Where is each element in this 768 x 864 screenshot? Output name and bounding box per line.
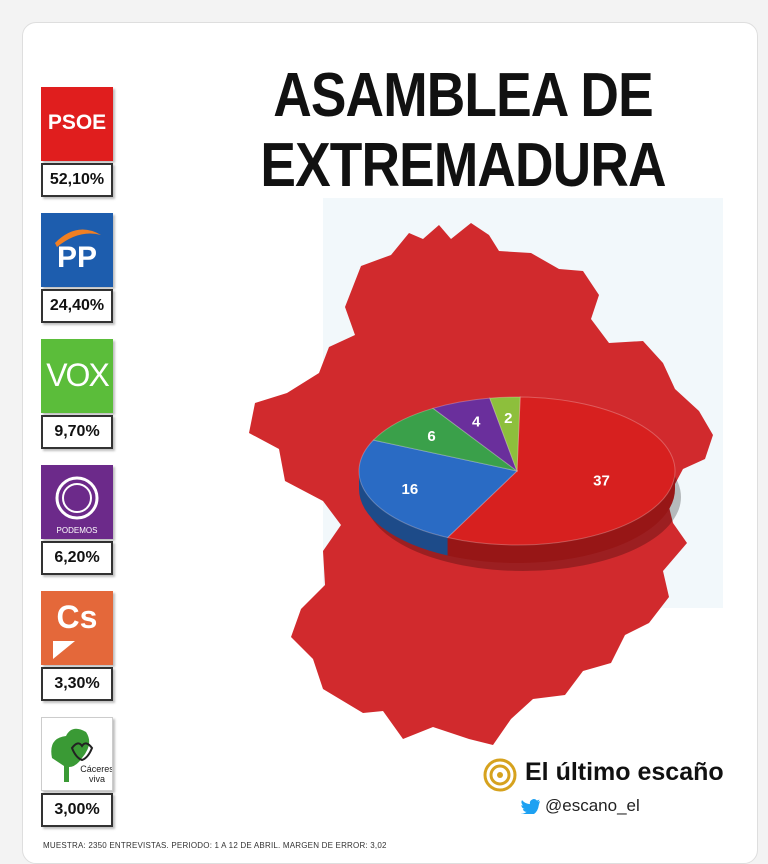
vox-percentage: 9,70% xyxy=(41,415,113,449)
pie-label-vox: 6 xyxy=(427,428,435,445)
party-pp: PP 24,40% xyxy=(41,213,113,323)
title-line-2: EXTREMADURA xyxy=(260,131,666,200)
podemos-logo-text: PODEMOS xyxy=(56,526,98,535)
chart-area: 37 16 6 4 2 xyxy=(249,223,713,745)
title-line-1: ASAMBLEA DE xyxy=(273,61,653,130)
party-cs: Cs 3,30% xyxy=(41,591,113,701)
party-vox: VOX 9,70% xyxy=(41,339,113,449)
party-psoe: PSOE 52,10% xyxy=(41,87,113,197)
twitter-handle: @escano_el xyxy=(545,796,640,815)
tree-icon xyxy=(51,728,94,782)
pp-logo-text: PP xyxy=(56,241,98,274)
party-caceres-viva: Cáceres viva 3,00% xyxy=(41,717,113,827)
pie-slice-vox xyxy=(372,407,518,472)
psoe-logo: PSOE xyxy=(41,87,113,161)
pp-seagull-icon xyxy=(55,229,101,247)
podemos-percentage: 6,20% xyxy=(41,541,113,575)
methodology-footer: MUESTRA: 2350 ENTREVISTAS. PERIODO: 1 A … xyxy=(43,841,387,850)
pie-chart: 37 16 6 4 2 xyxy=(358,396,681,571)
cs-logo: Cs xyxy=(41,591,113,665)
pie-side-psoe xyxy=(447,471,675,563)
pie-slice-psoe xyxy=(446,396,676,546)
pp-logo: PP xyxy=(41,213,113,287)
brand-name: El último escaño xyxy=(525,758,724,786)
vox-logo-text: VOX xyxy=(46,357,110,393)
cs-logo-text: Cs xyxy=(56,599,98,635)
caceres-viva-percentage: 3,00% xyxy=(41,793,113,827)
twitter-bird-icon xyxy=(521,799,540,814)
caceres-viva-logo: Cáceres viva xyxy=(41,717,113,791)
pie-label-podemos: 4 xyxy=(472,413,481,430)
cs-arrow-icon xyxy=(53,641,75,659)
pie-slice-cs xyxy=(489,396,521,472)
pie-slice-pp xyxy=(358,439,519,539)
psoe-percentage: 52,10% xyxy=(41,163,113,197)
vox-logo: VOX xyxy=(41,339,113,413)
psoe-logo-text: PSOE xyxy=(47,111,107,134)
podemos-logo: PODEMOS xyxy=(41,465,113,539)
chart-title: ASAMBLEA DE EXTREMADURA xyxy=(248,61,678,201)
target-logo-icon xyxy=(483,758,517,792)
pie-label-cs: 2 xyxy=(504,410,512,427)
pp-percentage: 24,40% xyxy=(41,289,113,323)
podemos-circles-icon xyxy=(55,476,99,520)
pie-side-pp xyxy=(359,471,448,556)
pie-slice-podemos xyxy=(431,397,519,473)
tweet-card: ASAMBLEA DE EXTREMADURA PSOE 52,10% PP 2… xyxy=(22,22,758,864)
cs-percentage: 3,30% xyxy=(41,667,113,701)
party-podemos: PODEMOS 6,20% xyxy=(41,465,113,575)
caceres-viva-logo-text: Cáceres viva xyxy=(80,764,113,784)
pie-label-psoe: 37 xyxy=(593,473,610,490)
pie-label-pp: 16 xyxy=(402,481,419,498)
